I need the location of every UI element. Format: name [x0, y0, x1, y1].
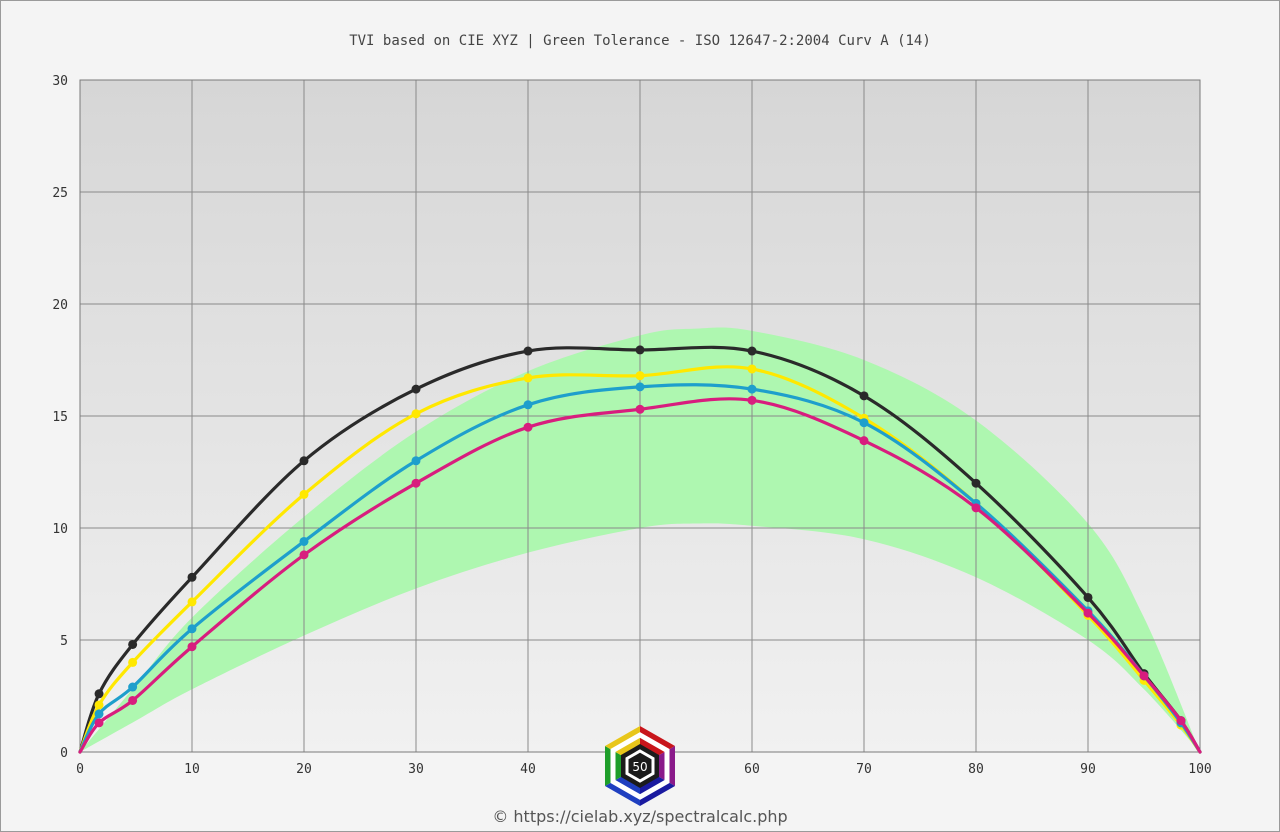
- x-tick-label: 70: [856, 762, 872, 777]
- series-point-0: [523, 346, 533, 356]
- x-tick-label: 20: [296, 762, 312, 777]
- series-point-0: [747, 346, 757, 356]
- series-point-0: [299, 456, 309, 466]
- x-tick-label: 60: [744, 762, 760, 777]
- series-point-0: [635, 345, 645, 355]
- series-point-2: [747, 384, 757, 394]
- series-point-3: [1139, 671, 1149, 681]
- series-point-2: [299, 536, 309, 546]
- series-point-3: [299, 550, 309, 560]
- cielab-logo: 50: [605, 726, 675, 806]
- series-point-1: [299, 489, 309, 499]
- series-point-1: [94, 700, 104, 710]
- series-point-1: [411, 409, 421, 419]
- x-tick-label: 30: [408, 762, 424, 777]
- series-point-3: [94, 718, 104, 728]
- x-tick-label: 80: [968, 762, 984, 777]
- logo-text: 50: [632, 760, 647, 774]
- series-point-1: [128, 657, 138, 667]
- x-tick-label: 10: [184, 762, 200, 777]
- grid-layer: [79, 79, 1201, 753]
- series-point-3: [1176, 716, 1186, 726]
- series-point-1: [747, 364, 757, 374]
- x-tick-label: 0: [76, 762, 84, 777]
- y-tick-label: 30: [52, 74, 68, 89]
- y-tick-label: 25: [52, 186, 68, 201]
- series-point-3: [187, 642, 197, 652]
- series-point-3: [411, 478, 421, 488]
- series-point-3: [859, 436, 869, 446]
- series-point-0: [1083, 592, 1093, 602]
- series-point-3: [523, 422, 533, 432]
- y-tick-label: 0: [60, 746, 68, 761]
- series-point-3: [747, 395, 757, 405]
- series-point-2: [635, 382, 645, 392]
- y-tick-label: 10: [52, 522, 68, 537]
- series-point-1: [635, 371, 645, 381]
- series-point-3: [128, 695, 138, 705]
- series-layer: [78, 345, 1202, 754]
- series-point-2: [411, 456, 421, 466]
- series-point-3: [971, 503, 981, 513]
- series-point-3: [635, 404, 645, 414]
- series-point-0: [128, 639, 138, 649]
- series-point-0: [411, 384, 421, 394]
- series-point-0: [94, 689, 104, 699]
- y-tick-label: 15: [52, 410, 68, 425]
- series-point-2: [94, 709, 104, 719]
- y-tick-label: 20: [52, 298, 68, 313]
- x-tick-label: 40: [520, 762, 536, 777]
- series-point-1: [187, 597, 197, 607]
- x-tick-label: 100: [1188, 762, 1211, 777]
- chart-title: TVI based on CIE XYZ | Green Tolerance -…: [349, 33, 931, 49]
- credit-link[interactable]: © https://cielab.xyz/spectralcalc.php: [492, 807, 787, 826]
- series-point-2: [523, 400, 533, 410]
- series-point-2: [128, 682, 138, 692]
- series-point-0: [971, 478, 981, 488]
- series-point-2: [859, 418, 869, 428]
- y-tick-label: 5: [60, 634, 68, 649]
- series-point-0: [859, 391, 869, 401]
- series-point-1: [523, 373, 533, 383]
- x-tick-label: 90: [1080, 762, 1096, 777]
- series-point-3: [1083, 608, 1093, 618]
- series-point-0: [187, 572, 197, 582]
- series-point-2: [187, 624, 197, 634]
